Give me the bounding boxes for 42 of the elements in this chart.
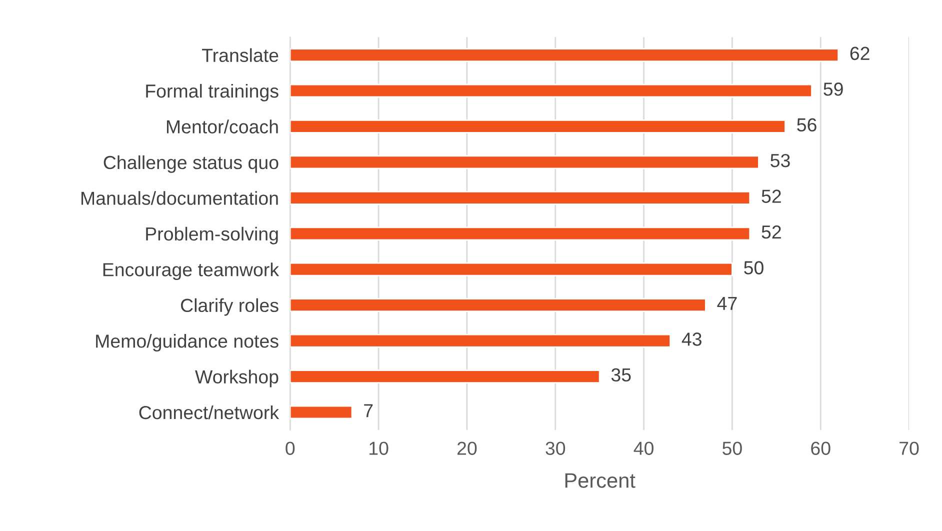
bar (290, 262, 733, 276)
bar (290, 226, 751, 241)
data-label: 56 (797, 118, 816, 132)
bar (290, 405, 353, 420)
y-tick-label: Formal trainings (146, 84, 278, 102)
y-tick-label: Clarify roles (181, 298, 278, 316)
bar (290, 298, 706, 312)
bar (290, 370, 600, 384)
y-tick-label: Workshop (195, 370, 278, 388)
x-tick-label: 30 (546, 442, 566, 455)
bar (290, 334, 672, 348)
x-tick-label: 40 (634, 442, 654, 455)
x-tick-label: 10 (370, 442, 388, 455)
x-tick-label: 50 (722, 442, 742, 455)
x-axis-title: Percent (565, 473, 636, 488)
bar (290, 48, 839, 62)
data-label: 43 (682, 332, 702, 346)
y-tick-label: Challenge status quo (104, 155, 278, 173)
data-label: 7 (364, 404, 373, 418)
x-tick-label: 0 (286, 442, 295, 455)
data-label: 59 (824, 82, 843, 96)
y-tick-label: Connect/network (139, 405, 280, 420)
y-tick-label: Mentor/coach (166, 120, 278, 134)
y-tick-label: Encourage teamwork (103, 262, 280, 280)
y-tick-label: Translate (202, 48, 278, 62)
bar (290, 155, 760, 170)
data-label: 53 (770, 154, 790, 168)
y-tick-label: Problem-solving (146, 226, 278, 244)
x-tick-label: 60 (811, 442, 830, 455)
bar (290, 120, 786, 134)
data-label: 52 (762, 190, 781, 203)
data-label: 52 (762, 225, 781, 239)
bar (290, 84, 812, 98)
y-tick-label: Manuals/documentation (81, 191, 278, 205)
x-tick-label: 20 (457, 442, 477, 455)
data-label: 50 (744, 261, 764, 274)
y-tick-label: Memo/guidance notes (96, 334, 278, 352)
data-label: 47 (717, 297, 737, 310)
data-label: 62 (850, 46, 870, 60)
x-tick-label: 70 (900, 442, 919, 455)
data-label: 35 (611, 368, 631, 382)
bar (290, 190, 751, 205)
